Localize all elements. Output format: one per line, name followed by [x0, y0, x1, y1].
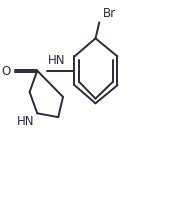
Text: O: O [2, 65, 11, 78]
Text: Br: Br [103, 7, 116, 20]
Text: HN: HN [17, 115, 35, 128]
Text: HN: HN [48, 54, 65, 67]
